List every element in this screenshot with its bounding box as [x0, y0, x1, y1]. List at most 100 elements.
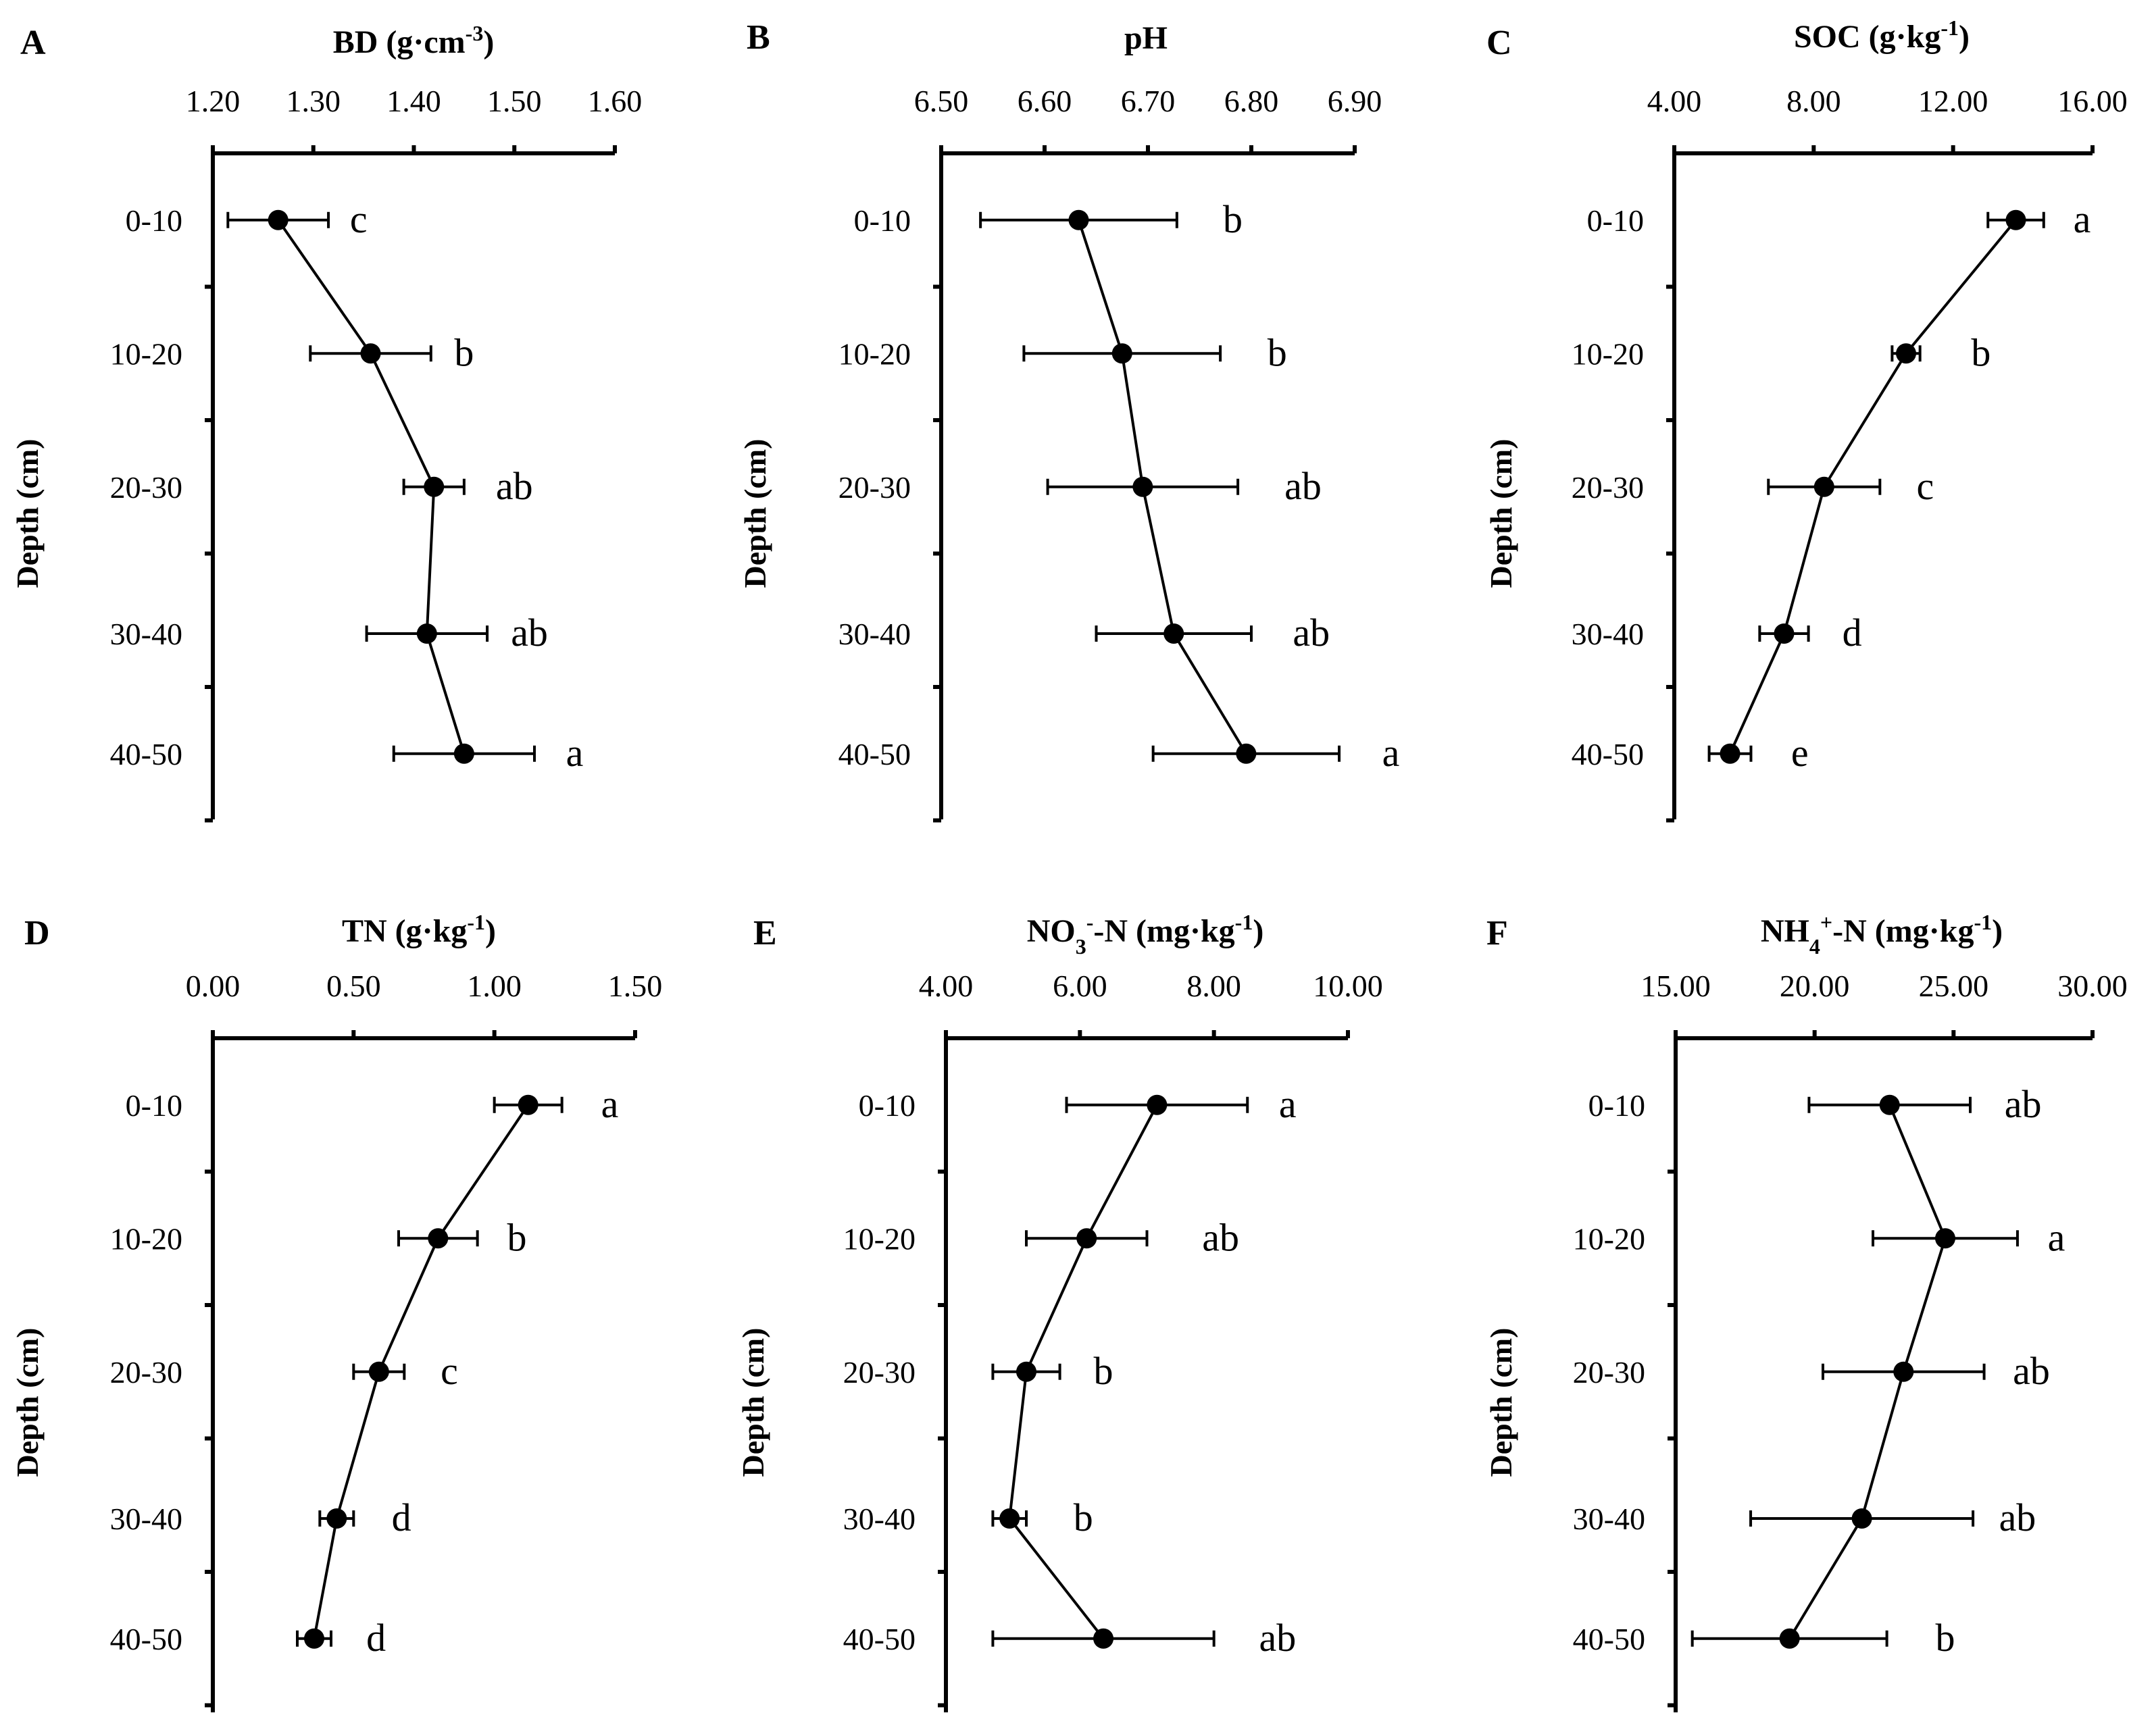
- significance-letter: a: [1279, 1082, 1297, 1126]
- significance-letter: ab: [496, 464, 533, 508]
- x-tick-label: 1.60: [588, 84, 643, 118]
- significance-letter: ab: [2005, 1082, 2042, 1126]
- significance-letter: b: [1268, 330, 1287, 374]
- data-point: [268, 209, 289, 230]
- y-category-label: 40-50: [1572, 737, 1644, 771]
- y-category-label: 0-10: [1588, 1088, 1645, 1123]
- data-point: [1720, 743, 1740, 764]
- panel-d: D TN (g·kg-1) 0.00 0.50 1.00 1.50 0-10 10-20 20-…: [10, 910, 662, 1712]
- significance-letter: a: [566, 731, 584, 775]
- data-point: [1163, 623, 1184, 644]
- significance-letter: b: [454, 330, 474, 374]
- y-category-label: 0-10: [859, 1088, 916, 1123]
- y-category-label: 0-10: [126, 1088, 182, 1123]
- x-tick-label: 6.70: [1121, 84, 1176, 118]
- y-axis-title: Depth (cm): [10, 439, 45, 588]
- data-point: [1147, 1094, 1168, 1115]
- series-line: [313, 1104, 530, 1639]
- x-tick-label: 1.30: [286, 84, 341, 118]
- panel-title: NH4+-N (mg·kg-1): [1761, 910, 2003, 959]
- panel-letter: F: [1486, 914, 1508, 952]
- y-category-label: 10-20: [110, 1221, 182, 1256]
- significance-letter: c: [1917, 464, 1934, 508]
- significance-letter: ab: [1293, 611, 1330, 655]
- y-category-label: 10-20: [843, 1221, 916, 1256]
- x-tick-label: 6.50: [914, 84, 969, 118]
- panel-letter: A: [20, 24, 46, 62]
- y-category-label: 20-30: [843, 1355, 916, 1389]
- x-tick-label: 4.00: [1647, 84, 1702, 118]
- data-point: [1851, 1508, 1872, 1529]
- y-axis-title: Depth (cm): [1484, 1328, 1518, 1477]
- panel-title: pH: [1124, 20, 1168, 56]
- x-tick-label: 15.00: [1640, 969, 1711, 1003]
- y-category-label: 40-50: [110, 1622, 182, 1656]
- significance-letter: b: [507, 1215, 527, 1259]
- data-point: [518, 1094, 538, 1115]
- data-point: [1111, 343, 1132, 364]
- data-point: [1779, 1628, 1800, 1649]
- significance-letter: c: [441, 1349, 458, 1393]
- data-point: [1132, 476, 1153, 497]
- significance-letter: d: [392, 1496, 411, 1539]
- x-tick-label: 1.40: [386, 84, 441, 118]
- panel-title: TN (g·kg-1): [342, 910, 496, 949]
- x-tick-label: 1.00: [467, 969, 522, 1003]
- y-category-label: 10-20: [838, 336, 911, 371]
- data-point: [1236, 743, 1257, 764]
- data-point: [416, 623, 437, 644]
- significance-letter: ab: [1999, 1496, 2036, 1539]
- data-point: [1774, 623, 1795, 644]
- data-point: [1813, 476, 1834, 497]
- data-point: [1879, 1094, 1900, 1115]
- significance-letter: ab: [511, 611, 548, 655]
- significance-letter: b: [1094, 1349, 1113, 1393]
- y-category-label: 0-10: [854, 203, 911, 238]
- significance-letter: ab: [2013, 1349, 2050, 1393]
- x-tick-label: 10.00: [1313, 969, 1383, 1003]
- data-point: [326, 1508, 347, 1529]
- data-point: [2005, 209, 2026, 230]
- y-category-label: 30-40: [1572, 617, 1644, 651]
- panel-letter: C: [1486, 24, 1512, 62]
- y-axis-title: Depth (cm): [738, 439, 772, 588]
- significance-letter: e: [1791, 731, 1809, 775]
- y-category-label: 10-20: [1572, 336, 1644, 371]
- data-point: [1893, 1361, 1914, 1382]
- significance-letter: a: [1382, 731, 1400, 775]
- y-axis-title: Depth (cm): [10, 1328, 45, 1477]
- data-point: [1076, 1228, 1097, 1249]
- data-point: [360, 343, 381, 364]
- y-category-label: 20-30: [838, 470, 911, 505]
- y-category-label: 30-40: [1573, 1502, 1645, 1536]
- data-point: [1093, 1628, 1114, 1649]
- x-tick-label: 20.00: [1780, 969, 1850, 1003]
- y-category-label: 0-10: [126, 203, 182, 238]
- y-axis-title: Depth (cm): [1484, 439, 1518, 588]
- significance-letter: ab: [1259, 1616, 1297, 1660]
- x-tick-label: 1.50: [487, 84, 542, 118]
- data-point: [304, 1628, 324, 1649]
- significance-letter: c: [350, 197, 368, 241]
- y-category-label: 20-30: [110, 1355, 182, 1389]
- data-point: [999, 1508, 1020, 1529]
- y-category-label: 40-50: [1573, 1622, 1645, 1656]
- x-tick-label: 16.00: [2057, 84, 2128, 118]
- x-tick-label: 6.80: [1224, 84, 1279, 118]
- x-tick-label: 8.00: [1786, 84, 1841, 118]
- significance-letter: a: [601, 1082, 619, 1126]
- panel-a: A BD (g·cm-3) 1.20 1.30 1.40 1.50 1.60 0-10 10-2…: [10, 21, 643, 823]
- significance-letter: d: [1843, 611, 1862, 655]
- x-tick-label: 30.00: [2057, 969, 2128, 1003]
- data-point: [1934, 1228, 1955, 1249]
- y-category-label: 40-50: [843, 1622, 916, 1656]
- significance-letter: ab: [1284, 464, 1322, 508]
- x-tick-label: 6.90: [1328, 84, 1382, 118]
- panel-title: SOC (g·kg-1): [1794, 16, 1970, 55]
- significance-letter: a: [2048, 1215, 2065, 1259]
- significance-letter: b: [1223, 197, 1243, 241]
- x-tick-label: 8.00: [1186, 969, 1241, 1003]
- data-point: [1016, 1361, 1036, 1382]
- y-category-label: 30-40: [110, 617, 182, 651]
